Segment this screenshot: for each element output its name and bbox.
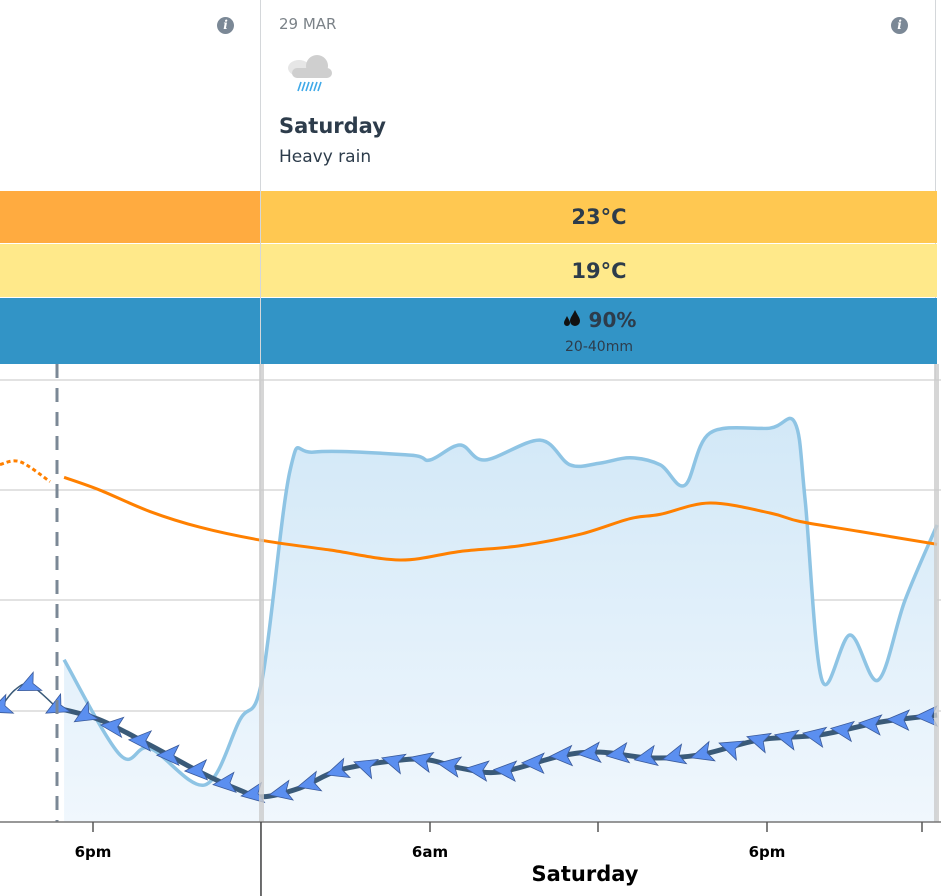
wind-direction-arrow-icon [212,771,237,794]
wind-direction-arrow-icon [0,693,15,714]
wind-direction-arrow-icon [155,744,180,767]
wind-direction-arrow-icon [183,758,209,781]
x-tick-label: 6pm [748,843,786,861]
wind-direction-arrow-icon [492,760,518,783]
day-boundary [934,364,939,822]
min-temp-band-prev [0,244,260,297]
temperature-past-line [0,459,51,483]
x-tick-label: 6pm [74,843,112,861]
x-axis-day-label: Saturday [531,862,639,886]
wind-direction-arrow-icon [324,757,351,779]
wind-direction-arrow-icon [801,726,828,749]
wind-direction-arrow-icon [885,709,911,731]
wind-direction-arrow-icon [746,732,773,754]
x-tick-label: 6am [411,843,449,861]
wind-direction-arrow-icon [408,751,435,774]
wind-direction-arrow-icon [548,744,574,767]
wind-direction-arrow-icon [240,781,266,804]
rain-amount: 20-40mm [565,339,633,355]
wind-direction-arrow-icon [829,720,855,743]
wind-direction-arrow-icon [353,759,380,780]
cloud-cover-line [62,416,939,787]
raindrops-icon [563,310,580,326]
heavy-rain-icon [288,55,332,92]
weather-condition: Heavy rain [279,147,372,167]
wind-direction-arrow-icon [464,760,490,782]
wind-past-line [0,683,58,709]
wind-direction-arrow-icon [718,740,745,762]
wind-direction-arrow-icon [661,743,688,765]
wind-direction-arrow-icon [857,714,883,736]
wind-direction-arrow-icon [520,752,545,775]
wind-direction-arrow-icon [689,740,716,762]
wind-direction-arrow-icon [73,700,100,723]
rain-band-prev [0,298,260,364]
wind-direction-arrow-icon [577,741,602,763]
wind-direction-arrow-icon [914,705,939,727]
wind-direction-arrow-icon [380,753,407,775]
wind-direction-arrow-icon [605,741,631,764]
info-icon[interactable]: i [891,17,908,34]
wind-direction-arrow-icon [436,756,463,778]
wind-direction-arrow-icon [633,744,659,766]
max-temp-band-prev [0,191,260,243]
wind-direction-arrow-icon [16,671,43,692]
day-boundary [259,364,264,822]
min-temp: 19°C [571,258,627,283]
day-name: Saturday [279,114,386,138]
rain-chance: 90% [588,308,637,332]
wind-direction-arrow-icon [268,779,295,801]
wind-direction-arrow-icon [99,716,125,739]
day-date: 29 MAR [279,15,337,33]
min-temp-band: 19°C [261,244,937,297]
max-temp-band: 23°C [261,191,937,243]
cloud-cover-area [64,418,938,822]
wind-direction-arrow-icon [773,729,800,751]
temperature-line [63,475,938,562]
max-temp: 23°C [571,205,627,229]
forecast-chart [0,364,941,896]
wind-direction-arrow-icon [127,730,153,752]
column-divider [935,0,936,380]
rain-band: 90% 20-40mm [261,298,937,364]
wind-direction-arrow-icon [296,770,323,792]
info-icon[interactable]: i [217,17,234,34]
